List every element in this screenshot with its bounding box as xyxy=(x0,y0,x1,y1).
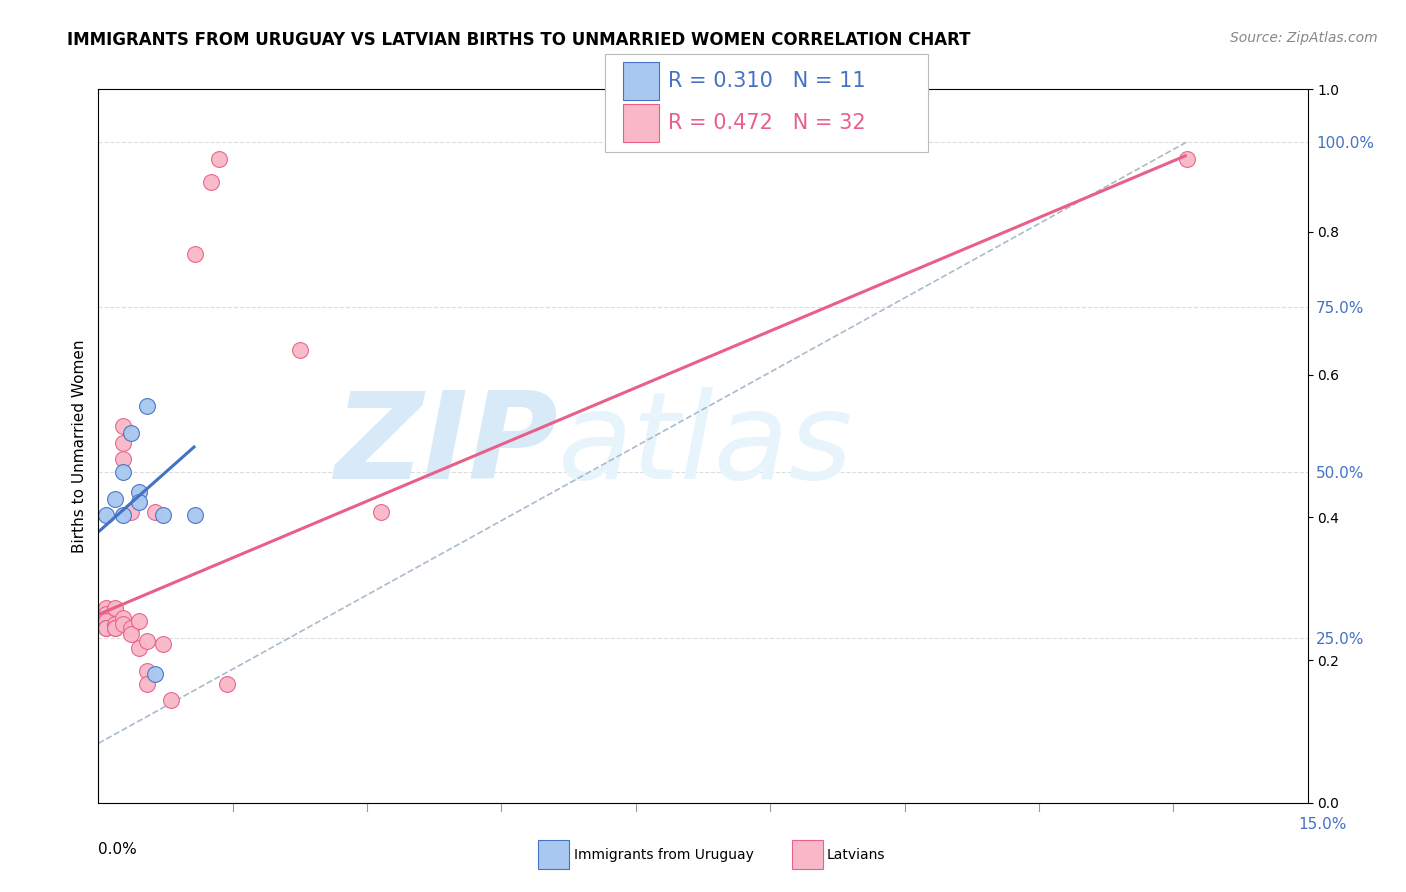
Point xyxy=(128,485,150,500)
Text: 15.0%: 15.0% xyxy=(1299,817,1347,832)
Point xyxy=(111,611,134,625)
Point xyxy=(103,600,125,615)
Point xyxy=(152,637,174,651)
Text: R = 0.310   N = 11: R = 0.310 N = 11 xyxy=(668,71,866,91)
Point xyxy=(111,452,134,467)
Text: Latvians: Latvians xyxy=(827,847,886,862)
Point xyxy=(96,614,118,628)
Point xyxy=(128,640,150,655)
Point xyxy=(111,617,134,632)
Point xyxy=(208,152,231,166)
Point xyxy=(135,664,157,678)
Point xyxy=(111,466,134,480)
Point xyxy=(217,677,239,691)
Point xyxy=(160,693,183,707)
Point xyxy=(103,621,125,635)
Point xyxy=(96,508,118,523)
Point xyxy=(96,621,118,635)
Point xyxy=(200,175,222,189)
Point xyxy=(143,667,166,681)
Point xyxy=(120,627,142,641)
Point xyxy=(96,600,118,615)
Point xyxy=(128,495,150,509)
Text: IMMIGRANTS FROM URUGUAY VS LATVIAN BIRTHS TO UNMARRIED WOMEN CORRELATION CHART: IMMIGRANTS FROM URUGUAY VS LATVIAN BIRTH… xyxy=(67,31,972,49)
Point xyxy=(120,505,142,519)
Point xyxy=(152,508,174,523)
Point xyxy=(103,621,125,635)
Point xyxy=(103,617,125,632)
Point xyxy=(111,435,134,450)
Point xyxy=(288,343,311,358)
Point xyxy=(184,247,207,261)
Point xyxy=(370,505,392,519)
Point xyxy=(135,400,157,414)
Point xyxy=(120,621,142,635)
Point xyxy=(96,607,118,622)
Point xyxy=(184,508,207,523)
Point xyxy=(103,491,125,506)
Text: atlas: atlas xyxy=(558,387,853,505)
Point xyxy=(135,634,157,648)
Text: ZIP: ZIP xyxy=(335,387,558,505)
Point xyxy=(135,677,157,691)
Point xyxy=(96,621,118,635)
Point xyxy=(1175,152,1198,166)
Point xyxy=(120,425,142,440)
Text: R = 0.472   N = 32: R = 0.472 N = 32 xyxy=(668,113,866,133)
Text: Source: ZipAtlas.com: Source: ZipAtlas.com xyxy=(1230,31,1378,45)
Point xyxy=(143,505,166,519)
Text: 0.0%: 0.0% xyxy=(98,842,138,857)
Y-axis label: Births to Unmarried Women: Births to Unmarried Women xyxy=(72,339,87,553)
Point xyxy=(111,419,134,434)
Text: Immigrants from Uruguay: Immigrants from Uruguay xyxy=(574,847,754,862)
Point xyxy=(128,614,150,628)
Point xyxy=(111,508,134,523)
